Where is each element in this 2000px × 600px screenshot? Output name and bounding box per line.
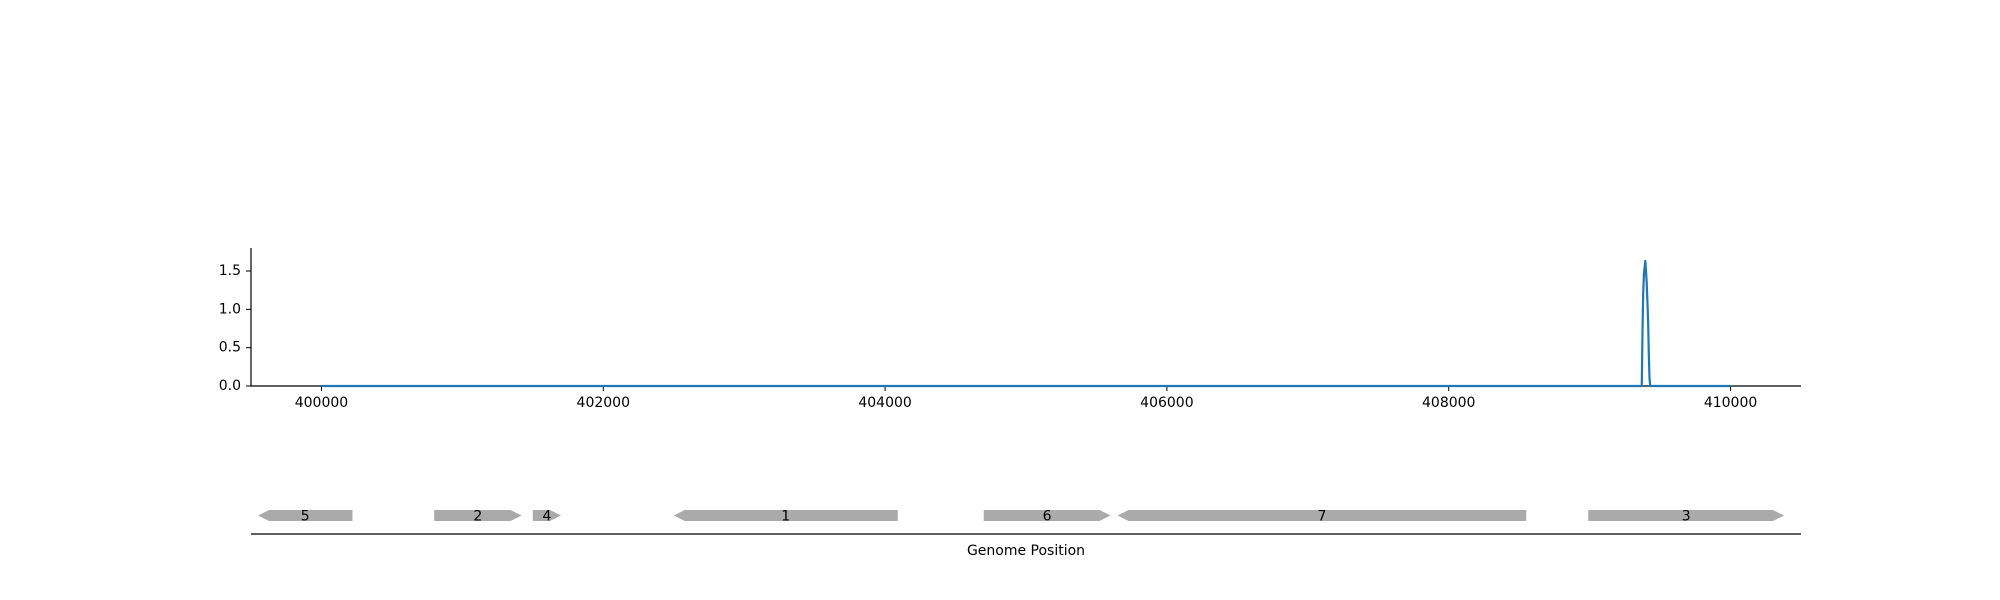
y-ticks: 0.0 0.5 1.0 1.5 — [219, 263, 251, 394]
gene-feature-label: 6 — [1043, 509, 1052, 525]
gene-feature-label: 2 — [473, 509, 482, 525]
x-tick-label: 400000 — [295, 395, 348, 411]
x-ticks: 400000 402000 404000 406000 408000 410000 — [295, 386, 1757, 411]
y-tick-label: 0.5 — [219, 340, 241, 356]
gene-feature-4 — [532, 510, 561, 521]
y-tick-label: 1.5 — [219, 263, 241, 279]
x-tick-label: 410000 — [1704, 395, 1757, 411]
x-tick-label: 402000 — [577, 395, 630, 411]
gene-feature-label: 1 — [781, 509, 790, 525]
series-line-signal — [321, 259, 1731, 388]
gene-track: 5 2 4 1 6 7 3 Genome Position — [251, 509, 1801, 559]
y-tick-label: 0.0 — [219, 378, 241, 394]
gene-feature-label: 5 — [301, 509, 310, 525]
features-layer: 5 2 4 1 6 7 3 — [258, 509, 1785, 525]
gene-feature-1 — [673, 510, 898, 521]
x-tick-label: 408000 — [1422, 395, 1475, 411]
gene-feature-6 — [983, 510, 1111, 521]
gene-feature-7 — [1117, 510, 1527, 521]
signal-plot: 0.0 0.5 1.0 1.5 400000 402000 404000 406000 408… — [219, 248, 1801, 411]
x-tick-label: 404000 — [858, 395, 911, 411]
gene-feature-label: 7 — [1317, 509, 1326, 525]
series-layer — [321, 259, 1731, 388]
gene-feature-5 — [258, 510, 353, 521]
gene-track-xlabel: Genome Position — [967, 543, 1085, 559]
gene-feature-label: 3 — [1682, 509, 1691, 525]
x-tick-label: 406000 — [1140, 395, 1193, 411]
gene-feature-label: 4 — [542, 509, 551, 525]
y-tick-label: 1.0 — [219, 301, 241, 317]
gene-feature-3 — [1588, 510, 1785, 521]
gene-feature-2 — [434, 510, 522, 521]
